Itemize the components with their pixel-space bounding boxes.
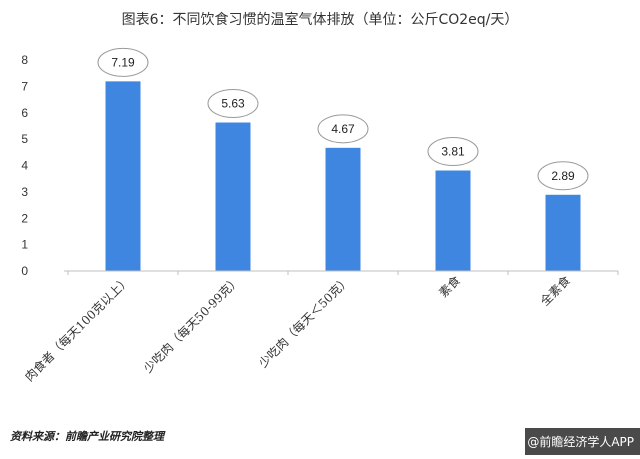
data-label: 5.63 — [221, 97, 245, 111]
bar — [325, 147, 361, 271]
source-note: 资料来源：前瞻产业研究院整理 — [10, 430, 166, 443]
y-tick-label: 2 — [21, 211, 28, 225]
x-category-label: 全素食 — [537, 273, 573, 309]
y-tick-label: 3 — [21, 185, 28, 199]
data-label-bubble — [317, 114, 369, 144]
x-axis: 肉食者（每天100克以上） 少吃肉（每天50-99克） 少吃肉（每天＜50克） 素食 全… — [21, 270, 619, 385]
brand-text: @前瞻经济学人APP — [527, 434, 634, 449]
data-label: 4.67 — [331, 122, 355, 136]
data-label-bubble — [427, 137, 479, 167]
bar — [545, 194, 581, 271]
y-axis: 0 1 2 3 4 5 6 7 8 — [21, 53, 28, 278]
data-label: 2.89 — [551, 169, 575, 183]
y-tick-label: 1 — [21, 238, 28, 252]
data-label: 7.19 — [111, 55, 135, 69]
data-label: 3.81 — [441, 145, 465, 159]
brand-badge — [525, 428, 640, 455]
y-tick-label: 6 — [21, 106, 28, 120]
x-category-label: 肉食者（每天100克以上） — [21, 273, 133, 385]
y-tick-label: 7 — [21, 79, 28, 93]
data-label-bubble — [207, 89, 259, 119]
y-tick-label: 4 — [21, 159, 28, 173]
x-category-label: 素食 — [436, 273, 464, 301]
bar — [215, 122, 251, 271]
bar — [435, 170, 471, 271]
chart-title: 图表6：不同饮食习惯的温室气体排放（单位：公斤CO2eq/天） — [122, 11, 519, 28]
data-label-bubble — [97, 47, 149, 77]
bars — [105, 81, 581, 272]
y-tick-label: 5 — [21, 132, 28, 146]
x-category-label: 少吃肉（每天50-99克） — [140, 273, 243, 376]
data-labels: 7.19 5.63 4.67 3.81 2.89 — [97, 47, 589, 191]
y-tick-label: 8 — [21, 53, 28, 67]
x-category-label: 少吃肉（每天＜50克） — [255, 273, 353, 371]
bar — [105, 81, 141, 272]
y-tick-label: 0 — [21, 264, 28, 278]
data-label-bubble — [537, 161, 589, 191]
